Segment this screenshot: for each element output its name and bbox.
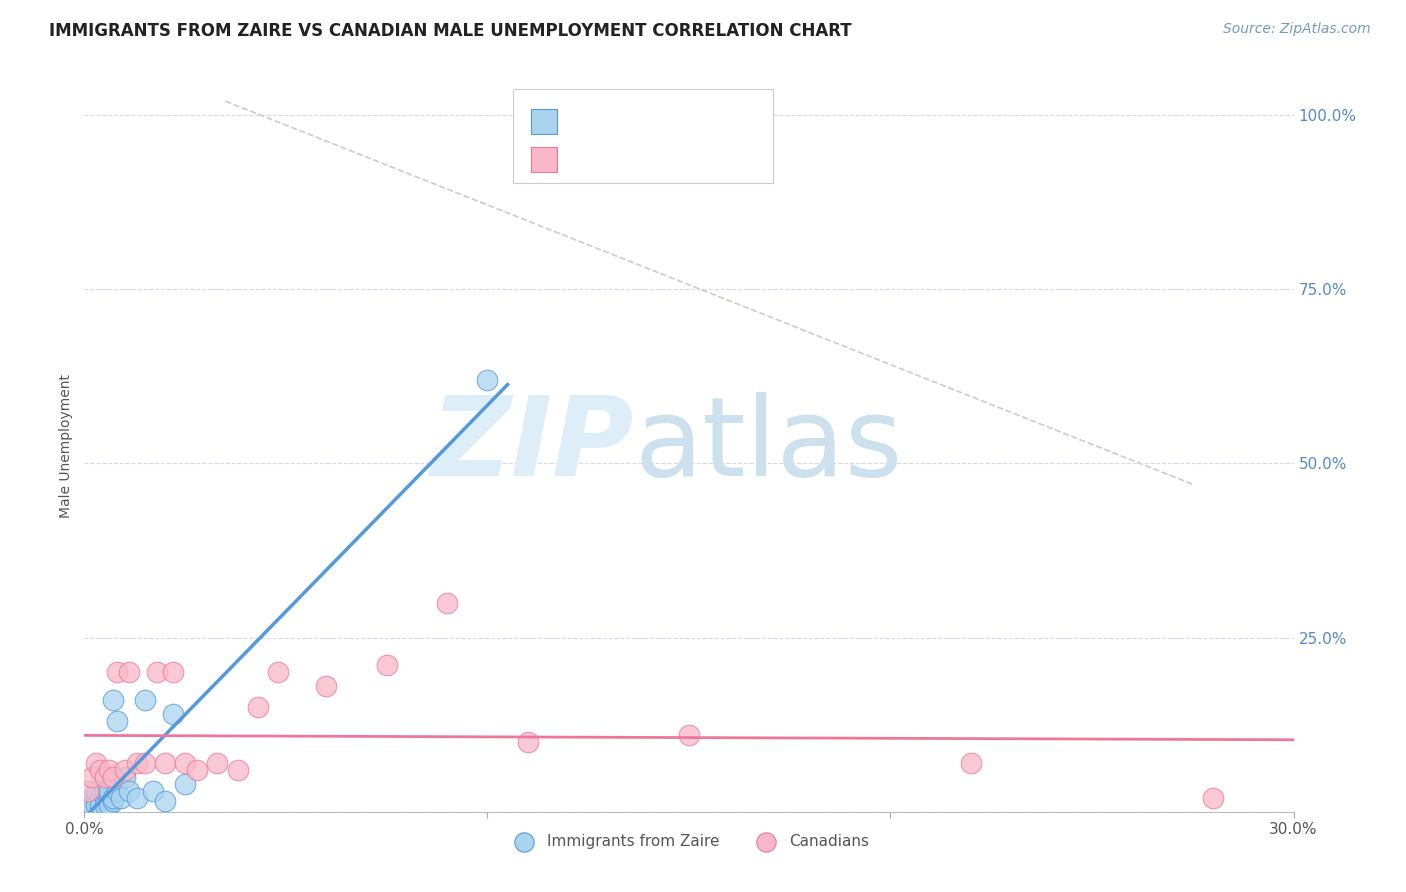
Point: [82, 797, 104, 812]
Y-axis label: Male Unemployment: Male Unemployment: [59, 374, 73, 518]
Point: [118, 665, 141, 680]
Point: [101, 770, 124, 784]
Point: [162, 707, 184, 722]
Point: [1202, 790, 1225, 805]
Point: [226, 763, 249, 777]
Text: ZIP: ZIP: [432, 392, 634, 500]
Point: [678, 728, 700, 742]
Point: [89, 797, 111, 812]
Point: [93, 797, 115, 812]
Point: [153, 756, 176, 770]
Point: [153, 794, 176, 808]
Point: [82, 770, 104, 784]
Point: [134, 756, 156, 770]
Point: [105, 714, 128, 728]
Point: [86, 797, 108, 812]
Point: [86, 784, 108, 798]
Point: [516, 735, 538, 749]
Point: [960, 756, 983, 770]
Point: [101, 794, 124, 808]
Point: [82, 790, 104, 805]
Text: IMMIGRANTS FROM ZAIRE VS CANADIAN MALE UNEMPLOYMENT CORRELATION CHART: IMMIGRANTS FROM ZAIRE VS CANADIAN MALE U…: [49, 22, 852, 40]
Legend: Immigrants from Zaire, Canadians: Immigrants from Zaire, Canadians: [503, 828, 875, 855]
Point: [267, 665, 290, 680]
Point: [97, 784, 120, 798]
Point: [101, 790, 124, 805]
Point: [89, 763, 111, 777]
Point: [93, 770, 115, 784]
Point: [93, 784, 115, 798]
Point: [134, 693, 156, 707]
Point: [436, 596, 458, 610]
Point: [174, 756, 197, 770]
Point: [246, 700, 269, 714]
Point: [477, 373, 499, 387]
Point: [86, 790, 108, 805]
Point: [207, 756, 229, 770]
Point: [118, 784, 141, 798]
Point: [105, 784, 128, 798]
Point: [93, 790, 115, 805]
Point: [105, 665, 128, 680]
Point: [125, 790, 148, 805]
Point: [86, 756, 108, 770]
Point: [114, 763, 136, 777]
Text: Source: ZipAtlas.com: Source: ZipAtlas.com: [1223, 22, 1371, 37]
Point: [125, 756, 148, 770]
Point: [142, 784, 165, 798]
Point: [174, 777, 197, 791]
Point: [97, 763, 120, 777]
Point: [89, 790, 111, 805]
Text: R = 0.202   N = 28: R = 0.202 N = 28: [568, 146, 738, 164]
Point: [162, 665, 184, 680]
Text: R = 0.753   N = 29: R = 0.753 N = 29: [568, 109, 738, 127]
Text: atlas: atlas: [634, 392, 903, 500]
Point: [97, 790, 120, 805]
Point: [186, 763, 208, 777]
Point: [77, 797, 100, 812]
Point: [97, 797, 120, 812]
Point: [77, 784, 100, 798]
Point: [315, 679, 337, 693]
Point: [110, 790, 132, 805]
Point: [375, 658, 398, 673]
Point: [146, 665, 169, 680]
Point: [101, 693, 124, 707]
Point: [114, 770, 136, 784]
